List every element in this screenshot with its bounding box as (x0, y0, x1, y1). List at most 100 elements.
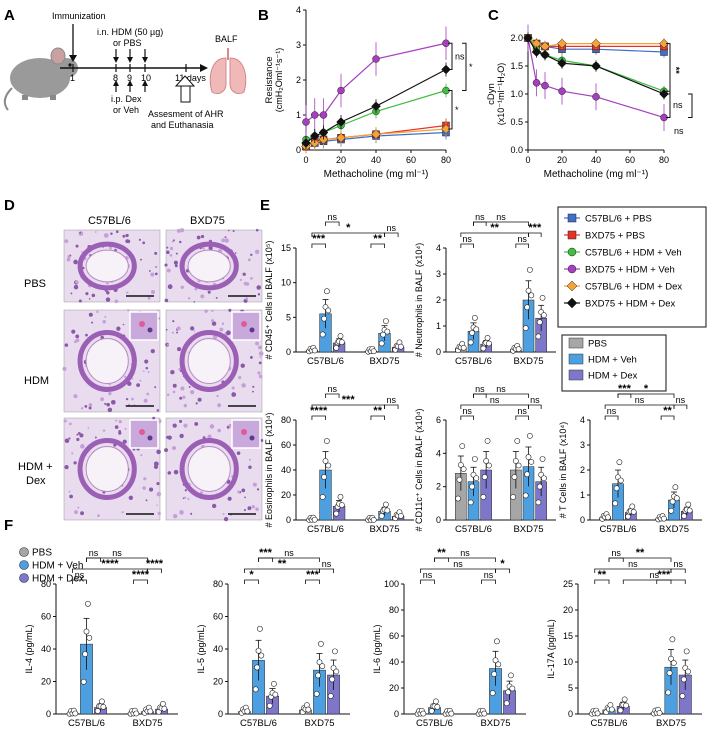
airway-wall (77, 330, 137, 392)
tissue-cell (245, 297, 249, 301)
significance-label: **** (146, 558, 164, 570)
data-dot (258, 652, 265, 659)
bar-chart-e2: 0 1 2 3 4 # Neutrophils in BALF (x10⁴) C57BL/6… (414, 212, 556, 367)
tissue-cell (115, 419, 118, 422)
immunization-label: Immunization (52, 11, 106, 21)
y-tick-label: 80 (41, 579, 51, 589)
data-dot (489, 690, 496, 696)
tissue-cell (79, 433, 84, 438)
y-tick-label: 20 (389, 683, 399, 693)
significance-bracket (384, 232, 399, 237)
tissue-cell (242, 272, 246, 276)
data-dot (319, 663, 326, 670)
tissue-cell (103, 233, 109, 238)
tissue-cell (183, 496, 187, 499)
tissue-cell (91, 293, 96, 298)
data-point (567, 230, 577, 240)
data-dot (319, 331, 326, 338)
tissue-cell (241, 488, 246, 493)
significance-bracket (473, 221, 487, 226)
tissue-cell (195, 402, 198, 405)
y-tick-label: 20 (563, 605, 573, 615)
data-dot (509, 685, 516, 692)
data-dot (491, 671, 497, 677)
significance-label: **** (132, 569, 150, 581)
tissue-cell (76, 433, 79, 436)
tissue-cell (176, 228, 181, 233)
tissue-cell (78, 431, 81, 435)
tissue-cell (104, 315, 107, 318)
tissue-cell (197, 397, 202, 402)
significance-label: ns (462, 234, 472, 244)
data-dot (503, 700, 510, 707)
x-tick-label: 0 (525, 155, 530, 165)
data-dot (661, 515, 667, 522)
data-dot (161, 705, 168, 712)
significance-bracket (147, 568, 162, 573)
y-tick-label: 1 (436, 321, 441, 331)
tissue-cell (172, 513, 178, 519)
significance-label: ** (671, 67, 681, 75)
tissue-cell (211, 321, 217, 326)
data-dot (525, 454, 532, 460)
x-tick-label: 40 (591, 155, 601, 165)
y-tick-label: 25 (563, 579, 573, 589)
data-dot (685, 668, 691, 675)
tissue-cell (167, 471, 172, 475)
data-dot (668, 507, 675, 514)
data-dot (539, 456, 546, 462)
tissue-cell (150, 272, 155, 277)
tissue-cell (211, 309, 214, 313)
data-dot (527, 266, 533, 273)
data-dot (82, 651, 88, 658)
data-point (532, 79, 541, 87)
legend-dot (19, 547, 29, 557)
data-point (336, 117, 346, 127)
tissue-cell (250, 253, 253, 256)
y-tick-label: 0 (436, 515, 441, 525)
tissue-cell (166, 246, 169, 249)
tissue-cell (156, 450, 159, 453)
significance-label: ns (460, 548, 470, 558)
tissue-cell (107, 407, 113, 413)
tissue-cell (259, 356, 262, 358)
tissue-cell (96, 310, 99, 314)
data-dot (511, 474, 518, 480)
y-axis-label: (x10⁻¹ml⁻¹H₂O) (496, 63, 506, 126)
data-dot (338, 502, 345, 508)
data-dot (625, 513, 631, 520)
y-tick-label: 0 (436, 347, 441, 357)
tissue-cell (78, 299, 82, 303)
tissue-cell (232, 392, 234, 395)
day-label: 1 (70, 73, 75, 83)
data-point (591, 38, 601, 49)
tissue-cell (171, 240, 174, 243)
data-dot (541, 312, 547, 319)
data-point (336, 132, 346, 143)
y-tick-label: 0 (286, 347, 291, 357)
tissue-cell (68, 490, 71, 493)
data-dot (535, 499, 542, 506)
tissue-cell (251, 505, 255, 509)
y-tick-label: 40 (41, 644, 51, 654)
tissue-cell (236, 451, 241, 455)
y-tick-label: 40 (389, 657, 399, 667)
significance-label: * (500, 558, 505, 570)
tissue-cell (174, 264, 178, 268)
data-dot (333, 344, 340, 351)
tissue-cell (217, 403, 222, 408)
data-dot (524, 471, 530, 478)
x-tick-label: 20 (336, 155, 346, 165)
data-dot (382, 501, 389, 508)
tissue-cell (66, 257, 71, 262)
eosinophil (241, 321, 247, 327)
tissue-cell (124, 375, 127, 378)
data-dot (397, 513, 404, 519)
y-tick-label: 1.5 (510, 61, 523, 71)
y-axis-label: IL-17A (pg/mL) (546, 619, 556, 679)
panel-letter-f: F (4, 517, 13, 534)
tissue-cell (164, 298, 169, 303)
tissue-cell (100, 397, 105, 402)
